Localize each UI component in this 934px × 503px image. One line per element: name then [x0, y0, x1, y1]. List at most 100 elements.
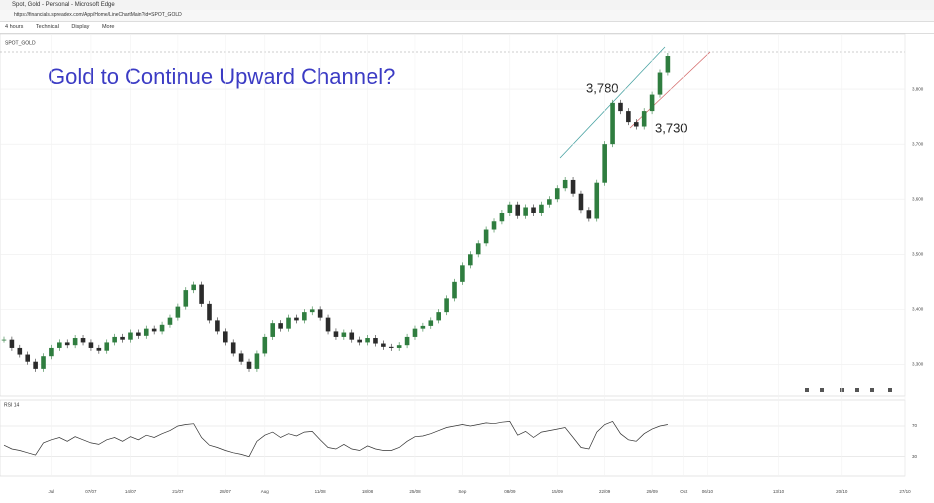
candle-body — [183, 290, 189, 307]
candle-body — [618, 102, 623, 112]
tool-icon[interactable] — [888, 388, 892, 392]
y-tick-label: 3,400 — [912, 307, 924, 312]
tool-icon[interactable] — [855, 388, 859, 392]
candle-body — [199, 284, 204, 304]
y-tick-label: 3,800 — [912, 86, 924, 91]
candle-body — [412, 328, 418, 337]
candle-body — [33, 361, 38, 369]
candle-body — [388, 346, 394, 348]
candle-body — [191, 284, 196, 291]
candle-body — [57, 342, 62, 348]
candle-body — [222, 331, 228, 343]
candle-body — [9, 339, 15, 348]
rsi-label: RSI 14 — [4, 402, 20, 408]
rsi-tick-label: 30 — [912, 454, 918, 459]
annotation: 3,730 — [655, 120, 688, 135]
candle-body — [578, 193, 584, 211]
candle-body — [515, 204, 521, 216]
x-tick-label: 11/08 — [315, 489, 326, 494]
candle-body — [333, 331, 339, 337]
candle-body — [554, 188, 560, 200]
candle-body — [230, 342, 236, 354]
title-bar: Spot, Gold - Personal - Microsoft Edge — [0, 0, 934, 10]
candle-body — [341, 332, 347, 337]
x-tick-label: 18/08 — [362, 489, 374, 494]
candle-body — [88, 342, 94, 348]
candle-body — [80, 338, 86, 343]
x-tick-label: 20/10 — [836, 489, 848, 494]
candle-body — [294, 317, 299, 321]
candle-body — [444, 298, 449, 313]
candle-body — [136, 332, 141, 336]
tool-icon[interactable] — [820, 388, 824, 392]
x-tick-label: 29/09 — [646, 489, 658, 494]
candle-body — [128, 332, 133, 340]
candle-body — [17, 347, 23, 355]
toolbar-item[interactable]: Display — [71, 24, 90, 30]
candle-body — [641, 111, 647, 127]
candle-body — [531, 207, 536, 213]
toolbar-item[interactable]: More — [101, 24, 115, 30]
candle-body — [207, 303, 212, 321]
candle-body — [167, 317, 173, 325]
candle-body — [594, 182, 600, 219]
address-bar: https://financials.spreadex.com/App/Home… — [0, 10, 934, 22]
x-tick-label: 28/07 — [220, 489, 232, 494]
window-title: Spot, Gold - Personal - Microsoft Edge — [12, 2, 115, 8]
symbol: SPOT_GOLD — [5, 40, 36, 46]
candle-body — [159, 324, 165, 332]
candle-body — [238, 353, 244, 362]
candle-body — [626, 111, 631, 123]
candle-body — [104, 342, 110, 351]
candle-body — [49, 347, 54, 357]
candle-body — [254, 353, 260, 369]
y-tick-label: 3,600 — [912, 196, 924, 201]
candle-body — [349, 332, 355, 340]
candle-body — [562, 179, 568, 189]
candle-body — [302, 312, 307, 321]
candle-body — [396, 345, 402, 348]
tool-icon[interactable] — [870, 388, 874, 392]
candle-body — [143, 328, 149, 336]
toolbar-item[interactable]: Technical — [35, 24, 59, 30]
y-tick-label: 3,700 — [912, 141, 924, 146]
candle-body — [25, 354, 31, 362]
x-tick-label: 21/07 — [172, 489, 184, 494]
candle-body — [373, 338, 378, 344]
candle-body — [72, 338, 78, 346]
candle-body — [499, 212, 505, 222]
y-tick-label: 3,500 — [912, 251, 924, 256]
candle-body — [64, 342, 70, 346]
candle-body — [436, 312, 441, 321]
candle-body — [452, 281, 457, 299]
candle-body — [633, 122, 639, 127]
x-tick-label: 14/07 — [125, 489, 137, 494]
chart-title: Gold to Continue Upward Channel? — [48, 64, 395, 89]
candle-body — [665, 56, 671, 73]
x-tick-label: 13/10 — [773, 489, 785, 494]
candle-body — [278, 323, 283, 329]
toolbar-item[interactable]: 4 hours — [5, 24, 24, 30]
x-tick-label: Oct — [680, 489, 688, 494]
candle-body — [586, 210, 592, 219]
candle-body — [120, 336, 125, 340]
x-tick-label: 22/09 — [599, 489, 611, 494]
candle-body — [41, 356, 46, 369]
candle-body — [657, 72, 663, 95]
candle-body — [610, 102, 615, 145]
x-tick-label: 15/09 — [552, 489, 564, 494]
candle-body — [175, 306, 181, 318]
tool-icon[interactable] — [805, 388, 809, 392]
annotation: 3,780 — [586, 80, 619, 95]
candle-body — [602, 144, 607, 183]
candle-body — [325, 317, 331, 332]
url[interactable]: https://financials.spreadex.com/App/Home… — [14, 12, 182, 18]
x-tick-label: 27/10 — [899, 489, 911, 494]
candle-body — [286, 317, 291, 329]
rsi-panel — [0, 399, 906, 477]
candle-body — [1, 339, 7, 341]
candle-body — [468, 254, 473, 266]
rsi-line — [3, 420, 668, 458]
candle-body — [483, 229, 489, 244]
rsi-tick-label: 70 — [912, 423, 918, 428]
